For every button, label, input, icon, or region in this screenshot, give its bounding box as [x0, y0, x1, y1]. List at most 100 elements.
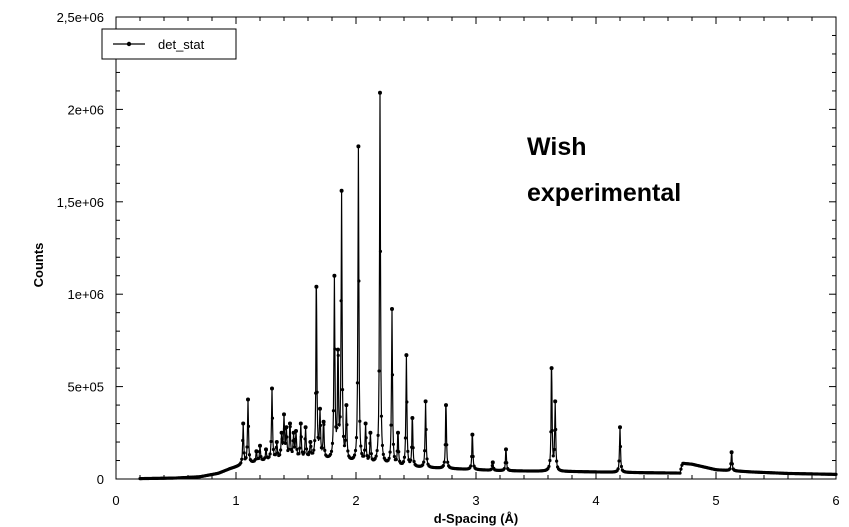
- data-point: [240, 457, 244, 461]
- peak-point: [356, 144, 361, 149]
- y-tick-label: 1,5e+06: [57, 195, 104, 210]
- peak-point: [264, 447, 268, 452]
- data-point: [616, 467, 620, 471]
- plot-frame: [115, 16, 837, 480]
- series-markers: [138, 90, 838, 481]
- data-point: [392, 454, 396, 459]
- peak-point: [444, 403, 448, 408]
- peak-point: [396, 430, 400, 435]
- data-point: [359, 444, 363, 448]
- data-point: [343, 438, 348, 442]
- data-point: [376, 433, 380, 437]
- peak-point: [470, 432, 475, 437]
- legend-label: det_stat: [158, 37, 205, 52]
- data-point: [287, 447, 291, 451]
- peak-point: [363, 421, 368, 426]
- y-tick-label: 5e+05: [67, 380, 104, 395]
- data-point: [306, 452, 311, 457]
- peak-point: [553, 399, 558, 404]
- data-point: [267, 455, 271, 459]
- data-point: [256, 456, 261, 461]
- data-point: [339, 299, 343, 303]
- x-tick-label: 4: [592, 493, 599, 508]
- data-point: [547, 464, 551, 469]
- data-point: [312, 448, 316, 452]
- data-point: [362, 454, 366, 458]
- peak-point: [549, 366, 554, 371]
- data-point: [730, 462, 734, 466]
- series-layer: [138, 90, 838, 481]
- data-point: [263, 456, 267, 460]
- data-point: [381, 452, 385, 456]
- data-point: [295, 447, 299, 451]
- data-point: [397, 450, 401, 454]
- peak-point: [284, 425, 289, 430]
- data-point: [679, 467, 683, 471]
- data-point: [288, 424, 292, 429]
- data-point: [341, 434, 346, 438]
- data-point: [421, 463, 425, 467]
- data-point: [377, 369, 381, 373]
- data-point: [618, 444, 623, 449]
- data-point: [293, 437, 298, 441]
- data-point: [368, 441, 372, 445]
- data-point: [555, 459, 559, 463]
- data-point: [302, 450, 306, 455]
- data-point: [379, 414, 384, 418]
- data-point: [311, 451, 315, 455]
- data-point: [279, 448, 283, 452]
- peak-point: [308, 440, 313, 445]
- x-axis-labels: 0 1 2 3 4 5 6: [112, 493, 839, 508]
- data-point: [317, 436, 321, 440]
- data-point: [309, 444, 313, 448]
- data-point: [291, 439, 295, 443]
- peak-point: [246, 397, 250, 402]
- data-point: [322, 422, 326, 427]
- data-point: [323, 448, 327, 452]
- x-tick-label: 0: [112, 493, 119, 508]
- data-point: [283, 441, 288, 445]
- y-tick-label: 2,5e+06: [57, 10, 104, 25]
- data-point: [274, 445, 278, 450]
- data-point: [387, 456, 391, 460]
- x-tick-label: 5: [712, 493, 719, 508]
- peak-point: [390, 306, 394, 311]
- data-point: [469, 464, 473, 468]
- data-point: [552, 447, 556, 452]
- data-point: [331, 409, 336, 413]
- data-point: [292, 445, 297, 449]
- peak-point: [274, 440, 279, 445]
- data-point: [617, 459, 621, 463]
- peak-point: [339, 188, 344, 193]
- data-point: [338, 415, 342, 419]
- x-tick-label: 1: [232, 493, 239, 508]
- data-point: [411, 446, 415, 450]
- y-tick-label: 2e+06: [67, 102, 104, 117]
- data-point: [378, 249, 383, 254]
- y-tick-label: 1e+06: [67, 287, 104, 302]
- data-point: [357, 279, 361, 283]
- data-point: [380, 443, 384, 447]
- peak-point: [241, 421, 246, 426]
- peak-point: [282, 412, 286, 417]
- data-point: [388, 450, 392, 454]
- data-point: [345, 423, 349, 427]
- peak-point: [410, 416, 415, 421]
- data-point: [551, 454, 555, 458]
- peak-point: [258, 443, 262, 448]
- data-point: [290, 449, 294, 454]
- y-axis-labels: 0 5e+05 1e+06 1,5e+06 2e+06 2,5e+06: [57, 10, 104, 487]
- data-point: [304, 447, 309, 451]
- data-point: [269, 439, 273, 444]
- data-point: [471, 454, 475, 459]
- peak-point: [318, 406, 322, 411]
- data-point: [239, 461, 243, 465]
- data-point: [247, 453, 252, 457]
- peak-point: [490, 460, 495, 465]
- x-tick-label: 6: [832, 493, 839, 508]
- annotation-line-2: experimental: [527, 179, 681, 207]
- data-point: [318, 423, 323, 427]
- data-point: [424, 427, 428, 432]
- data-point: [374, 454, 378, 458]
